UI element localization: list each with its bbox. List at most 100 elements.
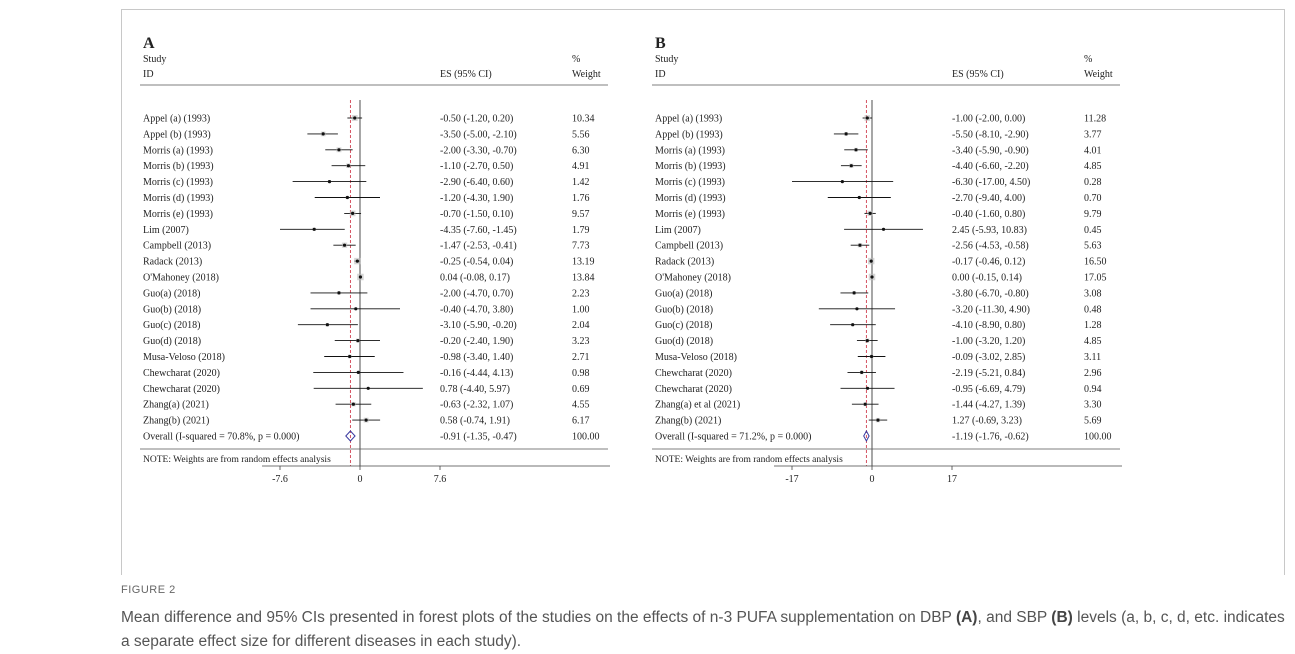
point-estimate: [865, 116, 869, 120]
study-es: -4.35 (-7.60, -1.45): [440, 225, 517, 236]
study-label: Musa-Veloso (2018): [655, 352, 737, 363]
point-estimate: [354, 307, 358, 311]
header-weight-percent: %: [572, 54, 580, 65]
study-es: -1.44 (-4.27, 1.39): [952, 400, 1025, 411]
study-es: -5.50 (-8.10, -2.90): [952, 129, 1029, 140]
study-ci: [792, 180, 894, 184]
study-weight: 13.84: [572, 273, 595, 284]
study-label: Zhang(b) (2021): [655, 416, 721, 427]
study-es: -0.63 (-2.32, 1.07): [440, 400, 513, 411]
study-ci: [830, 323, 876, 327]
study-ci: [851, 402, 879, 407]
study-ci: [357, 273, 364, 281]
study-weight: 3.77: [1084, 129, 1102, 140]
study-weight: 0.45: [1084, 225, 1102, 236]
point-estimate: [366, 386, 370, 390]
study-ci: [840, 386, 895, 390]
study-es: -0.50 (-1.20, 0.20): [440, 114, 513, 125]
study-es: -0.17 (-0.46, 0.12): [952, 257, 1025, 268]
figure-label: FIGURE 2: [121, 584, 176, 596]
study-weight: 1.79: [572, 225, 590, 236]
study-label: Morris (c) (1993): [655, 177, 725, 188]
study-label: Chewcharat (2020): [655, 368, 732, 379]
study-es: -0.09 (-3.02, 2.85): [952, 352, 1025, 363]
header-weight: Weight: [1084, 69, 1113, 80]
weights-note: NOTE: Weights are from random effects an…: [655, 454, 843, 465]
point-estimate: [325, 323, 329, 327]
study-es: -0.16 (-4.44, 4.13): [440, 368, 513, 379]
header-es: ES (95% CI): [440, 69, 492, 80]
x-tick-label: 0: [870, 474, 875, 485]
study-label: Lim (2007): [143, 225, 189, 236]
study-ci: [292, 180, 367, 184]
study-label: Appel (a) (1993): [143, 114, 210, 125]
study-weight: 6.17: [572, 416, 590, 427]
study-weight: 16.50: [1084, 257, 1107, 268]
study-weight: 3.23: [572, 336, 590, 347]
study-weight: 1.76: [572, 193, 590, 204]
study-ci: [844, 227, 923, 231]
figure-caption-text: Mean difference and 95% CIs presented in…: [121, 606, 1285, 654]
study-ci: [857, 354, 886, 359]
study-weight: 17.05: [1084, 273, 1107, 284]
header-weight-percent: %: [1084, 54, 1092, 65]
weights-note: NOTE: Weights are from random effects an…: [143, 454, 331, 465]
study-weight: 4.85: [1084, 161, 1102, 172]
forest-plot-a-svg: A Study ID ES (95% CI)% Weight Appel (a) (199…: [140, 35, 610, 485]
study-weight: 9.79: [1084, 209, 1102, 220]
study-label: Chewcharat (2020): [143, 384, 220, 395]
study-weight: 4.91: [572, 161, 590, 172]
study-ci: [297, 322, 358, 327]
study-weight: 2.96: [1084, 368, 1102, 379]
point-estimate: [869, 259, 873, 263]
study-es: -0.98 (-3.40, 1.40): [440, 352, 513, 363]
study-es: -1.00 (-2.00, 0.00): [952, 114, 1025, 125]
study-es: -2.56 (-4.53, -0.58): [952, 241, 1029, 252]
panel-label: B: [655, 35, 666, 52]
x-tick-label: 0: [358, 474, 363, 485]
point-estimate: [351, 402, 355, 406]
study-ci: [280, 227, 345, 231]
study-es: -3.40 (-5.90, -0.90): [952, 145, 1029, 156]
point-estimate: [355, 259, 359, 263]
point-estimate: [855, 307, 859, 311]
study-ci: [833, 131, 859, 136]
study-label: Guo(a) (2018): [143, 288, 200, 299]
overall-diamond: [345, 430, 356, 442]
study-ci: [307, 131, 338, 137]
study-ci: [850, 243, 870, 248]
study-ci: [335, 402, 372, 407]
header-id: ID: [655, 69, 666, 80]
study-label: Morris (e) (1993): [655, 209, 725, 220]
study-label: Zhang(a) et al (2021): [655, 400, 740, 411]
study-weight: 1.42: [572, 177, 590, 188]
study-label: Morris (d) (1993): [143, 193, 214, 204]
point-estimate: [863, 402, 867, 406]
study-es: 0.58 (-0.74, 1.91): [440, 416, 510, 427]
study-es: -4.40 (-6.60, -2.20): [952, 161, 1029, 172]
point-estimate: [865, 386, 870, 390]
study-ci: [324, 354, 375, 359]
point-estimate: [869, 354, 874, 359]
study-label: Morris (c) (1993): [143, 177, 213, 188]
study-es: -2.90 (-6.40, 0.60): [440, 177, 513, 188]
study-ci: [333, 242, 356, 248]
study-weight: 5.56: [572, 129, 590, 140]
study-label: Morris (d) (1993): [655, 193, 726, 204]
study-weight: 2.71: [572, 352, 590, 363]
point-estimate: [854, 148, 858, 152]
study-weight: 3.30: [1084, 400, 1102, 411]
point-estimate: [342, 243, 347, 247]
point-estimate: [345, 195, 349, 200]
point-estimate: [852, 291, 856, 295]
study-es: -0.70 (-1.50, 0.10): [440, 209, 513, 220]
overall-diamond: [863, 429, 870, 443]
point-estimate: [840, 180, 844, 184]
overall-weight: 100.00: [572, 432, 600, 443]
study-label: Guo(d) (2018): [655, 336, 713, 347]
point-estimate: [868, 211, 872, 215]
study-weight: 0.28: [1084, 177, 1102, 188]
study-ci: [862, 115, 872, 121]
study-weight: 0.70: [1084, 193, 1102, 204]
study-ci: [856, 338, 878, 343]
